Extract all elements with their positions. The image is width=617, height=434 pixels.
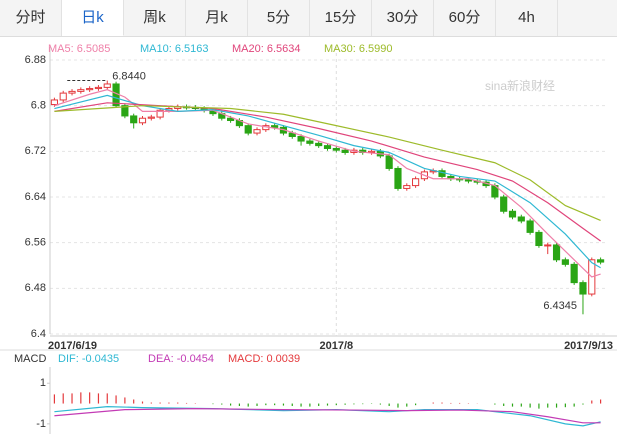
ma-line [54, 105, 601, 221]
candle-body [315, 142, 323, 147]
annotation: 6.4345 [543, 300, 577, 312]
candle-body [464, 179, 473, 182]
tab[interactable]: 15分 [310, 0, 372, 36]
y-tick-label: 6.56 [25, 237, 46, 249]
tab[interactable]: 分时 [0, 0, 62, 36]
legend-entry: MA10: 6.5163 [140, 43, 209, 55]
candle-body [500, 196, 508, 212]
candle-body [306, 140, 314, 144]
candle-body [517, 216, 525, 222]
candle-body [94, 86, 103, 90]
legend-entry: MACD: 0.0039 [228, 353, 300, 365]
candle-body [50, 99, 58, 106]
legend-entry: DIF: -0.0435 [58, 353, 119, 365]
candle-body [68, 90, 76, 94]
x-tick-label: 2017/9/13 [564, 340, 613, 352]
candle-body [121, 105, 129, 117]
legend-entry: DEA: -0.0454 [148, 353, 214, 365]
candle-body [323, 145, 332, 149]
legend-entry: MA5: 6.5085 [48, 43, 110, 55]
y-tick-label: 6.48 [25, 282, 46, 294]
candle-body [253, 129, 261, 134]
y-tick-label: 6.4 [31, 328, 46, 340]
x-tick-label: 2017/8 [319, 340, 353, 352]
candle-body [147, 116, 155, 119]
candle-body [597, 259, 605, 263]
candle-body [103, 83, 111, 88]
candle-body [535, 231, 543, 247]
candle-body [412, 178, 420, 187]
y-tick-label: 6.72 [25, 145, 46, 157]
tab[interactable]: 30分 [372, 0, 434, 36]
macd-line [54, 405, 601, 427]
candle-body [508, 210, 517, 218]
candle-body [394, 167, 402, 189]
candle-body [526, 220, 534, 233]
tab[interactable]: 5分 [248, 0, 310, 36]
candle-body [271, 125, 279, 128]
candle-body [130, 115, 138, 124]
macd-line [54, 408, 601, 424]
annotation: 6.8440 [112, 70, 146, 82]
candle-body [59, 92, 67, 101]
candle-body [77, 89, 85, 92]
candle-body [244, 125, 252, 134]
watermark: sina新浪财经 [485, 78, 555, 93]
candle-body [385, 155, 393, 169]
candle-body [403, 185, 411, 189]
legend-entry: MA20: 6.5634 [232, 43, 301, 55]
tab[interactable]: 日k [62, 0, 124, 36]
candle-body [297, 135, 305, 142]
candle-body [86, 88, 94, 91]
candle-body [341, 149, 349, 153]
legend-entry: MA30: 6.5990 [324, 43, 393, 55]
y-tick-label: 1 [40, 377, 46, 389]
candle-body [156, 109, 164, 118]
tab[interactable]: 60分 [434, 0, 496, 36]
y-tick-label: 6.8 [31, 100, 46, 112]
x-tick-label: 2017/6/19 [48, 340, 97, 352]
candle-body [332, 147, 340, 151]
y-tick-label: 6.88 [25, 54, 46, 66]
candle-body [552, 244, 561, 261]
candle-body [579, 282, 587, 295]
candle-body [138, 117, 147, 124]
ma-line [54, 94, 601, 269]
tab[interactable]: 月k [186, 0, 248, 36]
tab[interactable]: 周k [124, 0, 186, 36]
y-tick-label: -1 [36, 418, 46, 430]
tab-bar: 分时 日k 周k 月k 5分 15分 30分 60分 4h [0, 0, 617, 37]
chart: sina新浪财经 6.4 6.48 6.56 6.64 6.72 6.8 6.88 2017/6… [0, 43, 617, 434]
candle-body [570, 263, 578, 284]
candle-body [561, 259, 569, 265]
macd-title: MACD [14, 353, 46, 365]
candle-body [544, 244, 552, 247]
candle-body [227, 117, 235, 122]
tab[interactable]: 4h [496, 0, 558, 36]
y-tick-label: 6.64 [25, 191, 46, 203]
